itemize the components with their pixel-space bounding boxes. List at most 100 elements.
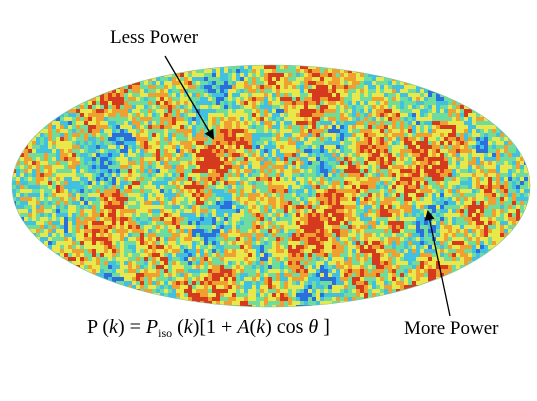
sky-pixel (72, 177, 76, 181)
sky-pixel (316, 85, 320, 89)
sky-pixel (508, 201, 512, 205)
sky-pixel (112, 97, 116, 101)
sky-pixel (348, 161, 352, 165)
sky-pixel (68, 117, 72, 121)
sky-pixel (212, 73, 216, 77)
sky-pixel (352, 153, 356, 157)
sky-pixel (180, 97, 184, 101)
sky-pixel (492, 193, 496, 197)
sky-pixel (380, 185, 384, 189)
sky-pixel (432, 121, 436, 125)
sky-pixel (44, 153, 48, 157)
sky-pixel (268, 173, 272, 177)
sky-pixel (264, 145, 268, 149)
sky-pixel (456, 169, 460, 173)
sky-pixel (132, 193, 136, 197)
sky-pixel (28, 153, 32, 157)
sky-pixel (292, 197, 296, 201)
sky-pixel (240, 133, 244, 137)
sky-pixel (376, 97, 380, 101)
sky-pixel (344, 213, 348, 217)
sky-pixel (144, 93, 148, 97)
sky-pixel (156, 81, 160, 85)
sky-pixel (72, 241, 76, 245)
sky-pixel (460, 217, 464, 221)
sky-pixel (308, 129, 312, 133)
sky-pixel (416, 97, 420, 101)
sky-pixel (388, 125, 392, 129)
sky-pixel (168, 93, 172, 97)
sky-pixel (284, 237, 288, 241)
sky-pixel (116, 229, 120, 233)
sky-pixel (228, 193, 232, 197)
sky-pixel (40, 221, 44, 225)
sky-pixel (484, 201, 488, 205)
sky-pixel (308, 177, 312, 181)
sky-pixel (348, 153, 352, 157)
sky-pixel (264, 153, 268, 157)
sky-pixel (168, 173, 172, 177)
sky-pixel (256, 193, 260, 197)
sky-pixel (120, 209, 124, 213)
sky-pixel (140, 185, 144, 189)
sky-pixel (164, 241, 168, 245)
sky-pixel (52, 213, 56, 217)
sky-pixel (252, 125, 256, 129)
sky-pixel (44, 173, 48, 177)
sky-pixel (192, 97, 196, 101)
sky-pixel (448, 189, 452, 193)
sky-pixel (92, 205, 96, 209)
sky-pixel (448, 137, 452, 141)
sky-pixel (336, 81, 340, 85)
sky-pixel (228, 133, 232, 137)
sky-pixel (400, 137, 404, 141)
sky-pixel (460, 121, 464, 125)
sky-pixel (196, 193, 200, 197)
sky-pixel (172, 137, 176, 141)
sky-pixel (108, 201, 112, 205)
sky-pixel (464, 121, 468, 125)
sky-pixel (100, 165, 104, 169)
sky-pixel (64, 233, 68, 237)
sky-pixel (28, 201, 32, 205)
sky-pixel (40, 233, 44, 237)
sky-pixel (328, 101, 332, 105)
sky-pixel (296, 205, 300, 209)
sky-pixel (300, 169, 304, 173)
sky-pixel (260, 121, 264, 125)
sky-pixel (440, 209, 444, 213)
sky-pixel (288, 137, 292, 141)
sky-pixel (124, 177, 128, 181)
sky-pixel (248, 125, 252, 129)
sky-pixel (104, 173, 108, 177)
sky-pixel (368, 85, 372, 89)
sky-pixel (288, 81, 292, 85)
sky-pixel (220, 129, 224, 133)
sky-pixel (252, 169, 256, 173)
sky-pixel (336, 97, 340, 101)
sky-pixel (120, 181, 124, 185)
sky-pixel (336, 149, 340, 153)
sky-pixel (276, 149, 280, 153)
sky-pixel (328, 113, 332, 117)
sky-pixel (116, 233, 120, 237)
sky-pixel (300, 197, 304, 201)
sky-pixel (404, 145, 408, 149)
sky-pixel (152, 225, 156, 229)
sky-pixel (40, 149, 44, 153)
sky-pixel (404, 201, 408, 205)
sky-pixel (128, 105, 132, 109)
sky-pixel (336, 225, 340, 229)
sky-pixel (160, 133, 164, 137)
sky-pixel (100, 221, 104, 225)
sky-pixel (500, 173, 504, 177)
sky-pixel (308, 117, 312, 121)
sky-pixel (212, 145, 216, 149)
sky-pixel (104, 105, 108, 109)
sky-pixel (384, 93, 388, 97)
sky-pixel (256, 89, 260, 93)
sky-pixel (76, 157, 80, 161)
sky-pixel (76, 169, 80, 173)
sky-pixel (412, 137, 416, 141)
sky-pixel (388, 149, 392, 153)
